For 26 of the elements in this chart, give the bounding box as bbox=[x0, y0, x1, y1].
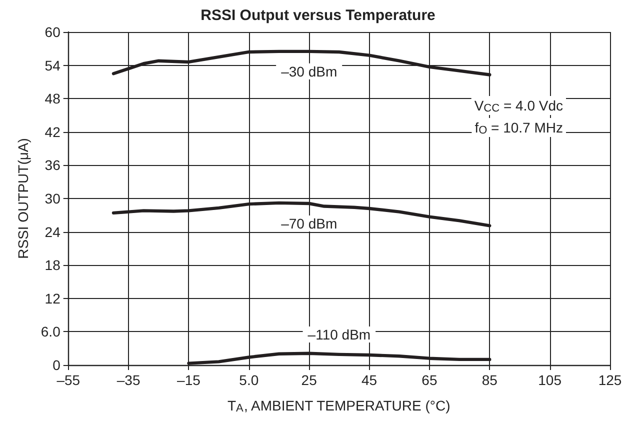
x-tick-label: 5.0 bbox=[239, 372, 259, 388]
y-tick-label: 30 bbox=[44, 190, 61, 206]
series-label: –30 dBm bbox=[281, 63, 338, 80]
y-tick-label: 24 bbox=[44, 224, 61, 240]
x-tick-label: 105 bbox=[538, 372, 562, 388]
y-tick-label: 0 bbox=[52, 357, 61, 373]
x-tick-label: 85 bbox=[482, 372, 498, 388]
x-tick-label: 25 bbox=[301, 372, 318, 388]
x-tick-label: 65 bbox=[422, 372, 438, 388]
y-tick-label: 48 bbox=[44, 90, 61, 107]
x-tick-label: –15 bbox=[177, 372, 201, 388]
y-tick-label: 18 bbox=[44, 257, 61, 274]
y-axis-title: RSSI OUTPUT(μA) bbox=[15, 138, 31, 259]
x-tick-label: –35 bbox=[116, 372, 140, 388]
x-tick-label: 45 bbox=[361, 372, 378, 388]
chart-title: RSSI Output versus Temperature bbox=[200, 7, 436, 24]
x-tick-label: –55 bbox=[56, 372, 80, 388]
y-tick-label: 42 bbox=[44, 124, 61, 140]
series-label: –110 dBm bbox=[308, 326, 371, 342]
y-tick-label: 36 bbox=[44, 157, 61, 174]
y-tick-label: 6.0 bbox=[40, 324, 61, 340]
series-label: –70 dBm bbox=[281, 215, 338, 232]
y-tick-label: 12 bbox=[44, 290, 61, 306]
y-tick-label: 60 bbox=[44, 24, 61, 40]
y-tick-label: 54 bbox=[44, 57, 61, 74]
x-tick-label: 125 bbox=[598, 372, 622, 388]
